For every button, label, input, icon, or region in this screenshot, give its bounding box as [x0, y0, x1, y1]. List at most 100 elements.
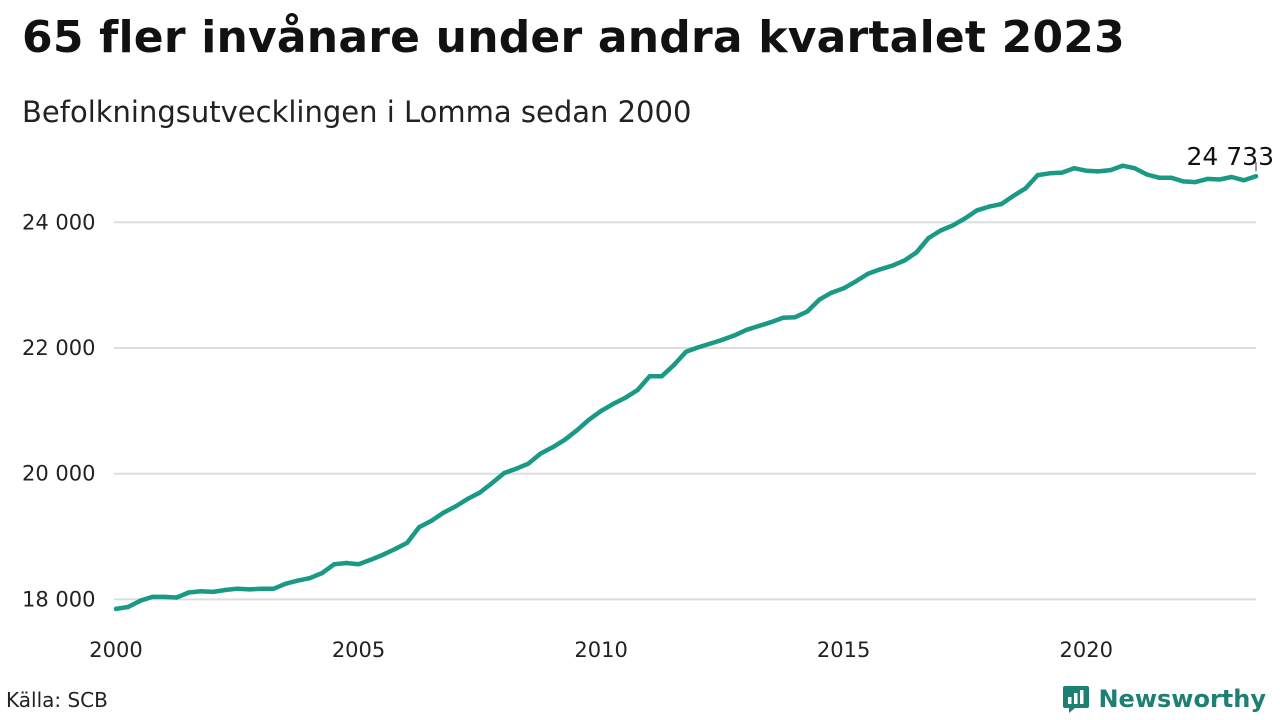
data-point-69 [950, 223, 955, 228]
chart-title: 65 fler invånare under andra kvartalet 2… [22, 12, 1125, 63]
data-point-57 [805, 309, 810, 314]
data-point-75 [1023, 186, 1028, 191]
data-point-83 [1120, 163, 1125, 168]
end-value-label: 24 733 [1187, 142, 1274, 171]
y-axis-labels: 18 000 20 000 22 000 24 000 [22, 210, 95, 611]
gridlines [114, 221, 1256, 601]
data-point-49 [708, 341, 713, 346]
data-point-28 [453, 504, 458, 509]
annotations: 24 733 [1187, 142, 1274, 172]
chart-subtitle: Befolkningsutvecklingen i Lomma sedan 20… [22, 95, 692, 129]
data-point-25 [417, 524, 422, 530]
x-axis-labels: 2000 2005 2010 2015 2020 [89, 638, 1113, 662]
data-point-67 [926, 235, 931, 241]
data-point-9 [222, 587, 228, 593]
data-point-76 [1035, 172, 1040, 178]
data-point-20 [356, 562, 361, 567]
data-point-94 [1253, 174, 1259, 179]
data-point-61 [853, 279, 858, 284]
data-point-54 [768, 320, 774, 325]
data-point-15 [295, 578, 301, 583]
brand-logo[interactable]: Newsworthy [1062, 684, 1266, 714]
data-point-13 [271, 586, 276, 591]
data-point-26 [429, 518, 434, 524]
y-tick-label-22000: 22 000 [22, 336, 95, 360]
data-point-8 [210, 589, 216, 595]
data-point-80 [1084, 168, 1089, 173]
data-point-58 [817, 297, 822, 302]
data-point-33 [514, 466, 519, 471]
data-point-43 [635, 387, 640, 393]
data-point-68 [938, 228, 943, 233]
x-tick-label-2020: 2020 [1059, 638, 1112, 662]
data-point-32 [501, 470, 507, 476]
data-point-87 [1168, 175, 1174, 180]
data-point-84 [1132, 166, 1137, 171]
data-point-88 [1181, 179, 1186, 184]
x-tick-label-2010: 2010 [574, 638, 627, 662]
data-point-79 [1071, 166, 1077, 171]
data-point-86 [1156, 175, 1162, 180]
data-point-65 [902, 258, 907, 263]
data-point-85 [1144, 172, 1150, 177]
y-tick-label-24000: 24 000 [22, 210, 95, 234]
data-point-30 [477, 490, 482, 495]
data-point-72 [987, 204, 992, 209]
series-layer [113, 163, 1259, 612]
data-point-74 [1011, 193, 1016, 199]
data-point-89 [1193, 179, 1198, 185]
x-tick-label-2000: 2000 [89, 638, 142, 662]
data-point-42 [623, 395, 628, 400]
data-point-77 [1047, 171, 1053, 176]
newsworthy-logo-icon [1063, 686, 1090, 713]
data-point-91 [1217, 177, 1222, 182]
data-point-38 [574, 428, 580, 433]
data-point-52 [744, 327, 749, 332]
data-point-47 [683, 349, 689, 354]
data-point-62 [865, 271, 871, 276]
data-point-51 [732, 333, 737, 338]
data-point-34 [526, 461, 531, 466]
data-point-60 [841, 286, 846, 291]
data-point-23 [392, 546, 398, 552]
data-point-3 [150, 594, 155, 600]
data-point-71 [974, 208, 980, 213]
data-point-63 [877, 267, 883, 272]
data-point-21 [368, 557, 373, 562]
y-tick-label-18000: 18 000 [22, 587, 95, 611]
data-point-64 [890, 263, 895, 268]
data-point-55 [780, 315, 786, 320]
data-point-35 [538, 451, 543, 456]
data-point-16 [307, 575, 313, 581]
data-point-18 [332, 562, 337, 567]
data-point-78 [1059, 170, 1065, 175]
data-point-6 [186, 590, 191, 595]
data-point-73 [999, 201, 1004, 207]
x-tick-label-2005: 2005 [332, 638, 385, 662]
data-point-7 [198, 589, 204, 594]
data-point-45 [659, 374, 664, 379]
data-point-41 [611, 401, 616, 407]
data-point-4 [162, 594, 167, 600]
data-point-1 [125, 604, 131, 610]
data-point-81 [1096, 169, 1101, 174]
data-point-17 [320, 570, 325, 576]
data-point-93 [1241, 178, 1247, 183]
data-point-10 [235, 586, 240, 591]
data-point-36 [550, 445, 555, 450]
data-point-19 [344, 560, 349, 566]
data-point-66 [914, 250, 919, 255]
data-point-44 [647, 374, 652, 379]
data-point-11 [247, 587, 252, 592]
data-point-53 [756, 323, 761, 329]
brand-name: Newsworthy [1098, 685, 1266, 713]
y-tick-label-20000: 20 000 [22, 462, 95, 486]
data-point-90 [1205, 176, 1210, 182]
data-point-14 [283, 581, 288, 586]
data-point-0 [113, 606, 119, 612]
data-point-24 [404, 540, 410, 546]
data-point-40 [598, 408, 604, 414]
series-line-0 [113, 163, 1259, 612]
x-tick-label-2015: 2015 [817, 638, 870, 662]
